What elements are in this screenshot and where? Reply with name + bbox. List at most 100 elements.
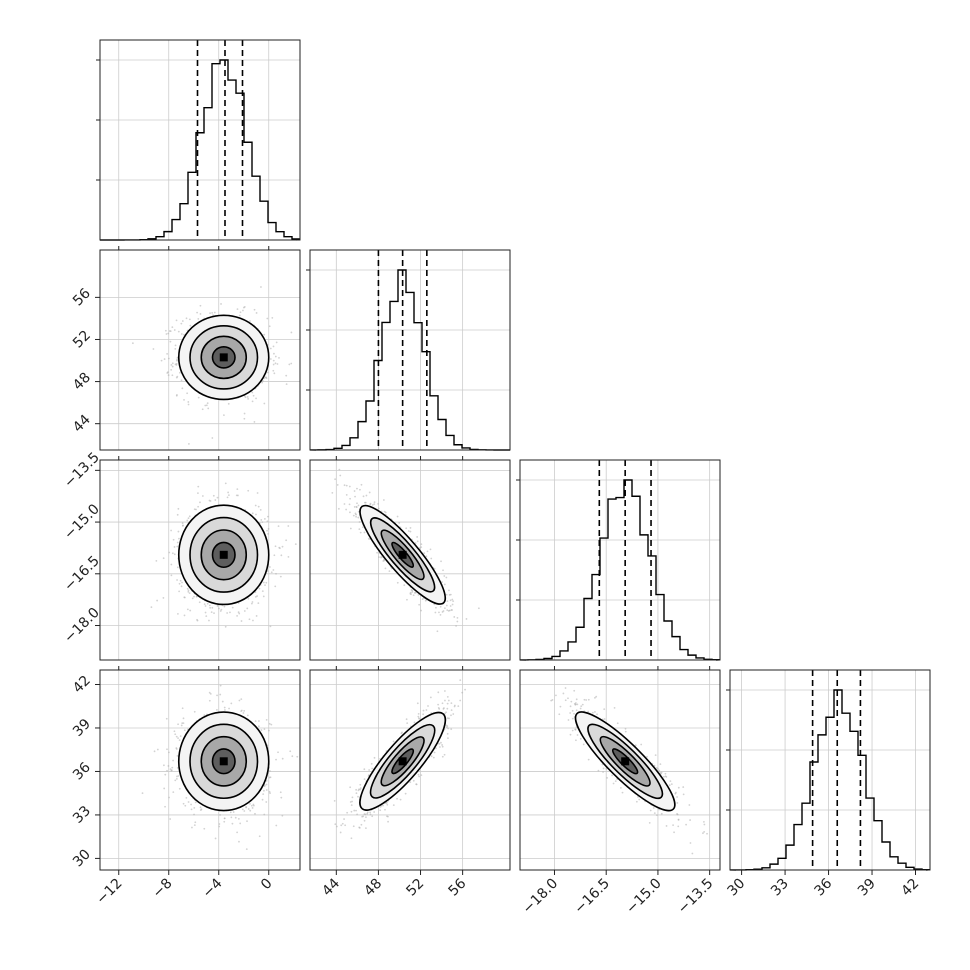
scatter-point: [177, 330, 180, 333]
scatter-point: [414, 542, 417, 544]
scatter-point: [251, 601, 254, 603]
scatter-point: [265, 783, 268, 786]
scatter-point: [355, 792, 358, 795]
scatter-point: [173, 329, 176, 331]
scatter-point: [280, 796, 283, 799]
scatter-point: [199, 806, 202, 809]
scatter-point: [234, 816, 237, 819]
scatter-point: [156, 748, 159, 751]
scatter-point: [243, 709, 246, 712]
scatter-point: [217, 607, 220, 610]
scatter-point: [213, 311, 216, 314]
contour-line: [359, 504, 447, 605]
scatter-point: [362, 495, 365, 498]
scatter-point: [229, 811, 232, 814]
scatter-point: [345, 484, 348, 487]
scatter-point: [190, 808, 193, 811]
density-panel-1-0: [100, 250, 300, 450]
scatter-point: [276, 363, 279, 365]
scatter-point: [348, 503, 351, 506]
scatter-point: [243, 305, 246, 308]
scatter-point: [410, 593, 412, 596]
scatter-point: [258, 587, 261, 590]
scatter-point: [254, 720, 257, 723]
scatter-point: [367, 537, 370, 540]
panel-frame: [99, 39, 301, 241]
histogram-panel-3: [726, 670, 931, 871]
contour-line: [177, 711, 270, 812]
scatter-point: [200, 808, 203, 811]
scatter-point: [164, 329, 167, 332]
scatter-point: [237, 494, 239, 497]
scatter-point: [281, 545, 284, 548]
scatter-point: [456, 616, 459, 619]
scatter-point: [289, 750, 292, 753]
scatter-point: [336, 825, 338, 828]
scatter-point: [254, 504, 257, 507]
scatter-point: [273, 352, 275, 355]
scatter-point: [199, 313, 202, 315]
scatter-point: [259, 508, 262, 511]
scatter-point: [178, 537, 180, 540]
panel-frame: [309, 249, 511, 451]
scatter-point: [237, 611, 240, 614]
scatter-point: [176, 579, 178, 581]
scatter-point: [378, 556, 380, 559]
scatter-point: [338, 468, 341, 471]
scatter-point: [246, 607, 249, 610]
scatter-point: [238, 314, 241, 317]
scatter-point: [164, 805, 166, 808]
scatter-point: [426, 550, 429, 553]
scatter-point: [441, 744, 443, 746]
scatter-point: [248, 618, 251, 621]
scatter-point: [359, 787, 362, 790]
scatter-point: [247, 397, 250, 400]
scatter-point: [193, 710, 196, 713]
contour-line: [189, 723, 259, 800]
scatter-point: [176, 545, 179, 548]
scatter-point: [223, 817, 226, 820]
scatter-point: [441, 611, 444, 613]
scatter-point: [258, 835, 261, 838]
scatter-point: [258, 720, 260, 722]
scatter-point: [187, 589, 190, 592]
scatter-point: [171, 362, 174, 365]
scatter-point: [166, 748, 168, 751]
scatter-point: [191, 597, 194, 600]
scatter-point: [260, 519, 263, 521]
scatter-point: [444, 607, 446, 610]
scatter-point: [416, 536, 419, 538]
scatter-point: [195, 595, 198, 598]
scatter-point: [187, 401, 190, 403]
scatter-point: [352, 825, 355, 828]
scatter-point: [165, 717, 168, 720]
scatter-point: [243, 412, 246, 415]
scatter-point: [265, 377, 268, 380]
scatter-point: [173, 730, 176, 733]
scatter-point: [167, 751, 170, 754]
scatter-point: [163, 358, 166, 360]
histogram-line-0: [100, 59, 301, 241]
scatter-point: [420, 774, 423, 777]
scatter-point: [266, 520, 269, 523]
scatter-point: [160, 359, 163, 362]
scatter-point: [425, 709, 428, 711]
scatter-point: [281, 757, 284, 760]
scatter-point: [477, 607, 480, 610]
scatter-point: [176, 754, 179, 757]
scatter-point: [376, 551, 378, 554]
histogram-panel-2: [516, 460, 721, 661]
scatter-point: [452, 600, 455, 603]
scatter-point: [261, 381, 264, 384]
scatter-point: [339, 474, 342, 477]
scatter-point: [265, 581, 268, 584]
scatter-point: [455, 625, 457, 627]
scatter-point: [245, 848, 248, 850]
scatter-point: [224, 482, 227, 485]
scatter-point: [446, 609, 449, 611]
scatter-point: [196, 311, 199, 314]
scatter-point: [198, 601, 201, 604]
scatter-point: [384, 808, 386, 811]
scatter-point: [290, 362, 293, 365]
scatter-point: [350, 837, 353, 840]
